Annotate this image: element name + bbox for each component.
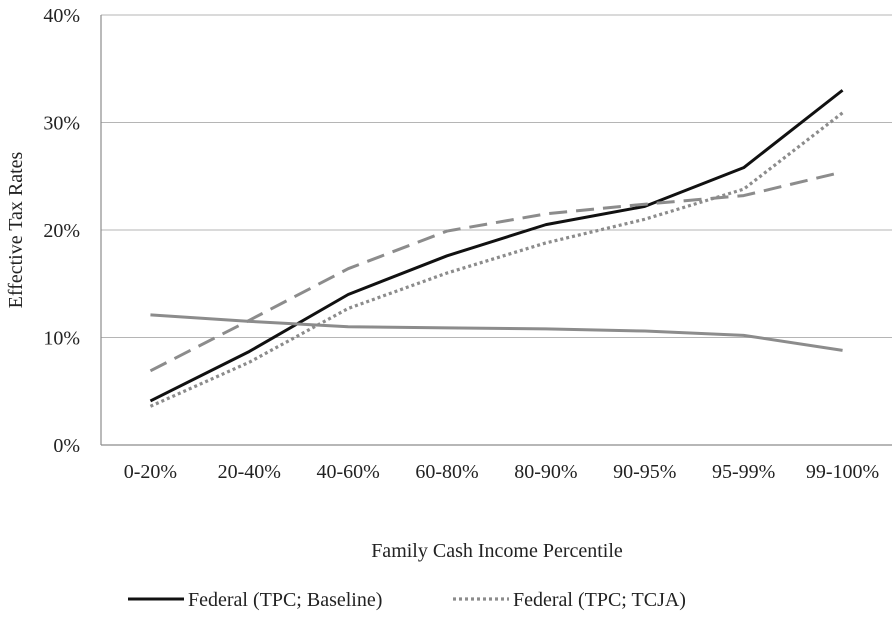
series-line-1 [149,89,844,403]
x-tick-label: 40-60% [317,461,380,483]
legend-label-2: Federal (TPC; TCJA) [513,589,686,611]
y-tick-label: 20% [43,220,80,242]
y-tick-labels: 0% 10% 20% 30% 40% [43,5,80,457]
legend-label-1: Federal (TPC; Baseline) [188,589,382,611]
series-line-4 [149,170,843,373]
x-axis-title: Family Cash Income Percentile [371,540,623,562]
series-line-3 [150,313,843,352]
x-tick-label: 80-90% [514,461,577,483]
gridlines [101,14,892,338]
x-tick-label: 90-95% [613,461,676,483]
series-line-2 [149,111,844,408]
y-axis-title: Effective Tax Rates [5,151,27,308]
y-tick-label: 30% [43,113,80,135]
legend: Federal (TPC; Baseline) Federal (TPC; TCJ… [128,589,686,631]
series-lines [149,89,844,408]
y-tick-label: 10% [43,328,80,350]
x-tick-label: 60-80% [415,461,478,483]
axes [100,15,892,446]
x-tick-label: 20-40% [218,461,281,483]
y-tick-label: 0% [53,435,80,457]
y-tick-label: 40% [43,5,80,27]
x-tick-label: 0-20% [124,461,177,483]
x-tick-label: 99-100% [806,461,879,483]
x-tick-label: 95-99% [712,461,775,483]
x-tick-labels: 0-20% 20-40% 40-60% 60-80% 80-90% 90-95% 95-99… [124,461,879,483]
